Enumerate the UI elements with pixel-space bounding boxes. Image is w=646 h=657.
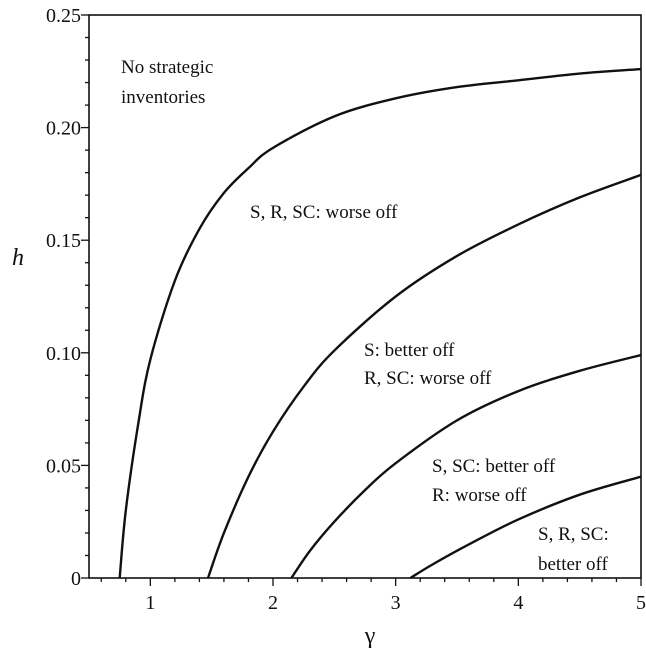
y-tick-label: 0.25 [46,5,81,27]
y-tick-label: 0.15 [46,230,81,252]
y-tick-label: 0.10 [46,343,81,365]
y-tick-label: 0.20 [46,118,81,140]
x-tick-label: 4 [513,592,523,614]
x-axis-label: γ [364,623,376,649]
x-tick-label: 5 [636,592,646,614]
region-label-all-better-line1: S, R, SC: [538,524,609,545]
boundary-curve-3 [290,353,642,579]
y-tick-label: 0 [71,568,81,590]
boundary-curves [118,67,642,580]
boundary-curve-1 [118,67,642,579]
axis-ticks: 1 2 3 4 5 0 0.05 0.10 0.15 0.20 0.25 [46,5,646,614]
region-label-s-better-line1: S: better off [364,340,455,361]
region-label-all-worse: S, R, SC: worse off [250,202,398,223]
x-tick-label: 3 [391,592,401,614]
region-label-s-sc-better-line1: S, SC: better off [432,456,556,477]
x-tick-label: 2 [268,592,278,614]
plot-frame [88,14,642,579]
x-tick-label: 1 [145,592,155,614]
boundary-curve-4 [409,475,642,580]
region-label-all-better-line2: better off [538,554,608,575]
y-tick-label: 0.05 [46,455,81,477]
boundary-curve-2 [206,173,642,579]
region-label-no-inventories-line2: inventories [121,87,205,108]
region-label-no-inventories-line1: No strategic [121,57,213,78]
region-label-s-sc-better-line2: R: worse off [432,485,527,506]
y-axis-label: h [12,245,24,271]
region-label-s-better-line2: R, SC: worse off [364,368,492,389]
